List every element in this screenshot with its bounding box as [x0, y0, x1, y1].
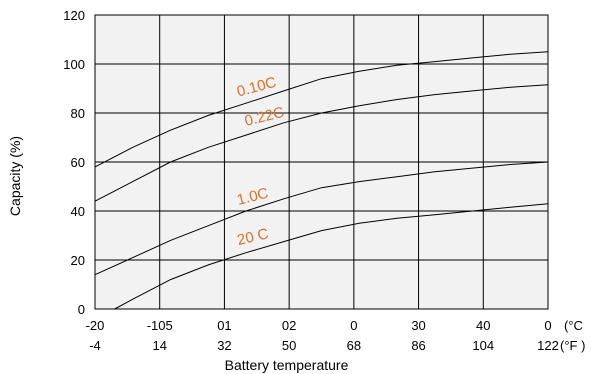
x-tick-label-celsius: 0: [350, 318, 357, 333]
x-tick-label-celsius: 0: [544, 318, 551, 333]
grid-lines: [94, 14, 549, 310]
x-tick-label-fahrenheit: -4: [89, 338, 101, 353]
y-tick-label: 20: [71, 253, 85, 268]
series-line: [94, 84, 549, 202]
y-tick-label: 120: [63, 8, 85, 23]
y-tick-label: 0: [78, 302, 85, 317]
y-tick-label: 40: [71, 204, 85, 219]
x-tick-labels: -20 -105 01 02 0 30 40 0 -4 14 32 50 68 86 104 122: [86, 318, 559, 353]
x-tick-label-fahrenheit: 86: [411, 338, 425, 353]
x-tick-label-celsius: 40: [476, 318, 490, 333]
series-line: [94, 161, 549, 276]
x-tick-label-celsius: -20: [86, 318, 105, 333]
x-tick-label-fahrenheit: 68: [347, 338, 361, 353]
x-unit-fahrenheit: (°F ): [560, 338, 585, 353]
x-tick-label-celsius: -105: [147, 318, 173, 333]
x-tick-label-fahrenheit: 14: [152, 338, 166, 353]
y-tick-label: 60: [71, 155, 85, 170]
x-axis-title: Battery temperature: [225, 357, 349, 373]
x-tick-label-fahrenheit: 122: [537, 338, 559, 353]
x-tick-label-fahrenheit: 32: [217, 338, 231, 353]
y-axis-title: Capacity (%): [7, 136, 23, 216]
series-line: [94, 51, 549, 168]
y-tick-labels: 0 20 40 60 80 100 120: [63, 8, 85, 317]
x-tick-label-fahrenheit: 50: [282, 338, 296, 353]
x-tick-label-celsius: 01: [217, 318, 231, 333]
series-label: 20 C: [236, 225, 271, 249]
series-group: [94, 51, 549, 310]
y-tick-label: 100: [63, 57, 85, 72]
x-tick-label-celsius: 02: [282, 318, 296, 333]
x-tick-label-fahrenheit: 104: [472, 338, 494, 353]
x-tick-label-celsius: 30: [411, 318, 425, 333]
series-line: [114, 203, 549, 310]
x-unit-celsius: (°C: [564, 318, 583, 333]
y-tick-label: 80: [71, 106, 85, 121]
